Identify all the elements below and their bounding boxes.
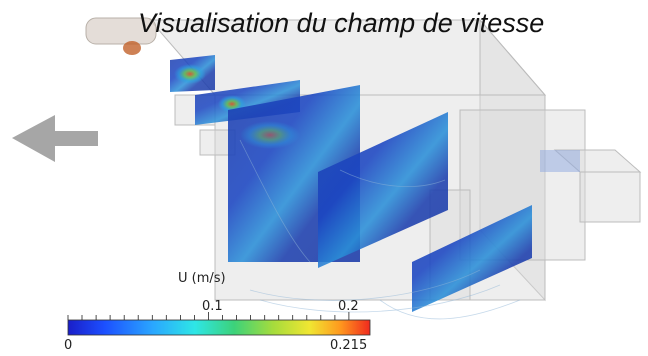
colorbar-min-label: 0 xyxy=(64,338,73,353)
left-arrow-icon xyxy=(12,115,98,162)
streamlines xyxy=(239,139,521,320)
slice-rear xyxy=(540,150,580,172)
colorbar-label: U (m/s) xyxy=(178,271,226,286)
colorbar-mid-label: 0.1 xyxy=(202,299,223,314)
rear-housing xyxy=(459,109,586,261)
slice-2 xyxy=(318,112,448,268)
velocity-slices xyxy=(170,55,580,312)
page-title: Visualisation du champ de vitesse xyxy=(138,8,545,38)
colorbar-gradient xyxy=(67,319,371,336)
colorbar xyxy=(67,312,371,336)
outlet-duct xyxy=(579,171,641,223)
colorbar-max-label: 0.215 xyxy=(330,338,368,353)
inlet-pipe xyxy=(85,17,157,55)
colorbar-high-label: 0.2 xyxy=(338,299,359,314)
